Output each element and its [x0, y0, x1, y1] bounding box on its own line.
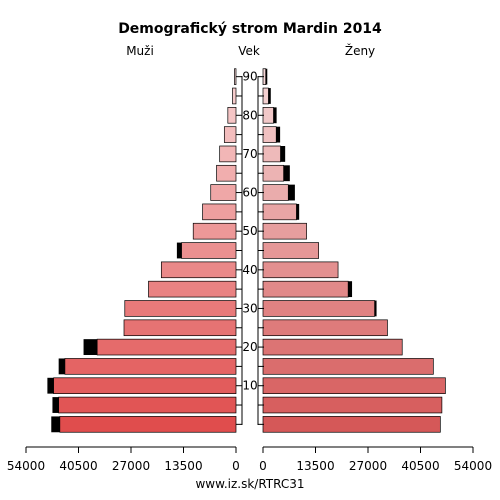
bar-women-extra-80-84 — [273, 107, 277, 124]
men-label: Muži — [126, 44, 154, 58]
age-tick-label: 20 — [242, 340, 257, 354]
bars-group — [47, 68, 446, 433]
bar-women-extra-55-59 — [296, 203, 300, 220]
chart-title: Demografický strom Mardin 2014 — [118, 21, 382, 37]
x-tick-label-men: 54000 — [7, 459, 45, 473]
bar-men-5-9 — [58, 396, 237, 414]
age-tick-label: 80 — [242, 108, 257, 122]
bar-men-20-24 — [96, 338, 237, 356]
bar-men-extra-10-14 — [47, 377, 54, 394]
bar-women-extra-90+ — [265, 68, 268, 85]
bar-women-80-84 — [262, 107, 274, 124]
bar-women-15-19 — [262, 358, 434, 375]
bar-men-55-59 — [202, 203, 237, 221]
bar-men-0-4 — [59, 416, 237, 433]
bar-men-50-54 — [192, 222, 237, 240]
x-tick-label-women: 27000 — [349, 459, 387, 473]
bar-women-45-49 — [262, 242, 319, 259]
x-tick-label-men: 40500 — [59, 459, 97, 473]
bar-women-extra-70-74 — [280, 146, 286, 162]
bar-women-extra-60-64 — [288, 184, 295, 201]
bar-women-extra-35-39 — [348, 281, 353, 298]
bar-men-60-64 — [210, 184, 237, 201]
bar-women-extra-75-79 — [276, 126, 281, 143]
bar-women-20-24 — [262, 338, 403, 356]
age-tick-label: 70 — [242, 147, 257, 161]
bar-men-80-84 — [227, 107, 237, 124]
bar-men-45-49 — [181, 242, 237, 259]
bar-men-extra-15-19 — [58, 358, 65, 375]
x-tick-label-women: 54000 — [454, 459, 492, 473]
bar-women-75-79 — [262, 126, 277, 143]
bar-women-0-4 — [262, 416, 441, 433]
bar-women-35-39 — [262, 280, 349, 298]
bar-women-30-34 — [262, 300, 375, 317]
age-tick-label: 90 — [242, 70, 257, 84]
bar-women-65-69 — [262, 164, 284, 182]
bar-men-10-14 — [53, 377, 237, 394]
x-tick-label-men: 0 — [232, 459, 240, 473]
bar-women-extra-30-34 — [374, 300, 377, 317]
bar-women-70-74 — [262, 145, 281, 163]
age-tick-label: 50 — [242, 224, 257, 238]
bar-women-extra-65-69 — [283, 165, 290, 182]
bar-men-75-79 — [223, 126, 237, 143]
bar-women-40-44 — [262, 261, 339, 279]
bar-men-30-34 — [124, 300, 237, 317]
x-tick-label-women: 13500 — [296, 459, 334, 473]
bar-men-90+ — [234, 68, 237, 85]
age-tick-label: 60 — [242, 186, 257, 200]
bar-men-extra-0-4 — [51, 416, 60, 433]
x-tick-label-women: 40500 — [401, 459, 439, 473]
x-tick-label-women: 0 — [259, 459, 267, 473]
bar-men-25-29 — [123, 319, 237, 337]
bar-women-extra-85-89 — [268, 88, 271, 104]
bar-women-5-9 — [262, 396, 443, 414]
bar-men-65-69 — [216, 164, 237, 182]
bar-women-50-54 — [262, 222, 307, 240]
age-tick-label: 40 — [242, 263, 257, 277]
bar-women-25-29 — [262, 319, 388, 337]
bar-women-55-59 — [262, 203, 297, 221]
women-label: Ženy — [345, 43, 375, 58]
bar-men-15-19 — [64, 358, 237, 375]
bar-men-85-89 — [232, 87, 237, 105]
bar-men-40-44 — [160, 261, 237, 279]
age-label: Vek — [238, 44, 260, 58]
x-tick-label-men: 13500 — [164, 459, 202, 473]
age-tick-label: 30 — [242, 301, 257, 315]
footer-source: www.iz.sk/RTRC31 — [195, 477, 304, 491]
bar-men-extra-20-24 — [83, 339, 98, 355]
x-tick-label-men: 27000 — [112, 459, 150, 473]
bar-men-extra-45-49 — [176, 242, 182, 259]
bar-men-70-74 — [219, 145, 237, 163]
bar-women-10-14 — [262, 377, 446, 394]
bar-women-60-64 — [262, 184, 289, 201]
axes-group: 54000 40500 27000 13500 0 0 13500 27000 40500 540… — [7, 70, 492, 473]
age-tick-label: 10 — [242, 379, 257, 393]
bar-men-35-39 — [148, 280, 237, 298]
bar-men-extra-5-9 — [52, 397, 59, 413]
